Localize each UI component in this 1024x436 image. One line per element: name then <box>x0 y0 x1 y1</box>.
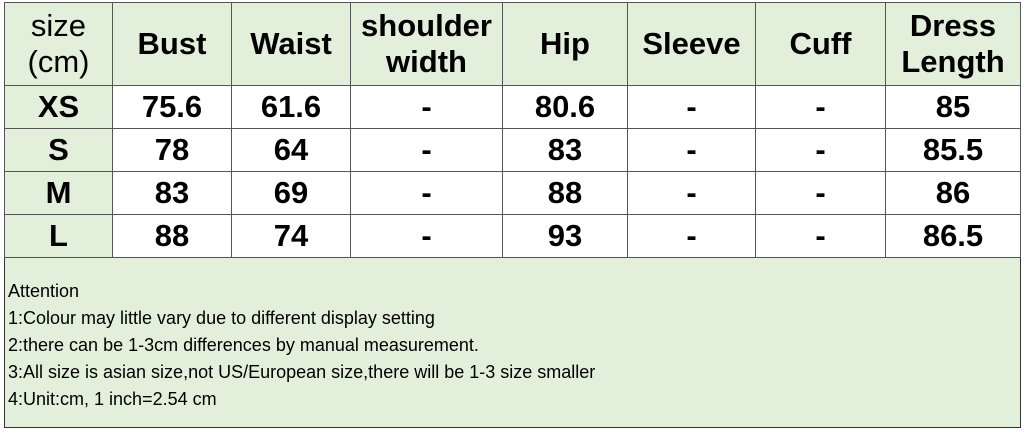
header-sleeve: Sleeve <box>627 2 756 86</box>
header-dress-length: Dress Length <box>885 2 1021 86</box>
notes-row: Attention 1:Colour may little vary due t… <box>4 257 1021 428</box>
header-bust: Bust <box>112 2 232 86</box>
measurement-cell: 88 <box>502 171 628 215</box>
measurement-cell: - <box>627 171 756 215</box>
size-label: L <box>4 214 113 258</box>
size-label: M <box>4 171 113 215</box>
measurement-cell: - <box>755 85 886 129</box>
measurement-cell: - <box>627 128 756 172</box>
measurement-cell: 83 <box>502 128 628 172</box>
header-cuff: Cuff <box>755 2 886 86</box>
size-label: S <box>4 128 113 172</box>
measurement-cell: - <box>755 214 886 258</box>
header-waist: Waist <box>231 2 351 86</box>
table-row: XS 75.6 61.6-80.6- -85 <box>4 85 1021 129</box>
size-label: XS <box>4 85 113 129</box>
header-size: size (cm) <box>4 2 113 86</box>
note-line: 1:Colour may little vary due to differen… <box>8 308 435 328</box>
measurement-cell: 88 <box>112 214 232 258</box>
measurement-cell: 85.5 <box>885 128 1021 172</box>
measurement-cell: 61.6 <box>231 85 351 129</box>
measurement-cell: - <box>350 128 503 172</box>
measurement-cell: 80.6 <box>502 85 628 129</box>
measurement-cell: - <box>755 171 886 215</box>
header-hip: Hip <box>502 2 628 86</box>
table-row: L 88 74-93- -86.5 <box>4 214 1021 258</box>
measurement-cell: 86.5 <box>885 214 1021 258</box>
measurement-cell: - <box>350 85 503 129</box>
note-line: 3:All size is asian size,not US/European… <box>8 362 596 382</box>
measurement-cell: 83 <box>112 171 232 215</box>
measurement-cell: 78 <box>112 128 232 172</box>
measurement-cell: 93 <box>502 214 628 258</box>
note-line: 2:there can be 1-3cm differences by manu… <box>8 335 479 355</box>
measurement-cell: 85 <box>885 85 1021 129</box>
note-line: 4:Unit:cm, 1 inch=2.54 cm <box>8 389 217 409</box>
measurement-cell: 86 <box>885 171 1021 215</box>
measurement-cell: - <box>350 171 503 215</box>
measurement-cell: - <box>627 214 756 258</box>
measurement-cell: - <box>627 85 756 129</box>
measurement-cell: - <box>755 128 886 172</box>
note-title: Attention <box>8 281 80 301</box>
measurement-cell: 64 <box>231 128 351 172</box>
header-row: size (cm) Bust Waist shoulder width Hip Sl… <box>4 2 1021 86</box>
attention-notes: Attention 1:Colour may little vary due t… <box>4 257 1021 428</box>
measurement-cell: 75.6 <box>112 85 232 129</box>
header-shoulder-width: shoulder width <box>350 2 503 86</box>
measurement-cell: 69 <box>231 171 351 215</box>
measurement-cell: 74 <box>231 214 351 258</box>
size-chart-table: size (cm) Bust Waist shoulder width Hip Sl… <box>4 2 1021 428</box>
table-row: M 83 69-88- -86 <box>4 171 1021 215</box>
measurement-cell: - <box>350 214 503 258</box>
table-row: S 78 64-83- -85.5 <box>4 128 1021 172</box>
